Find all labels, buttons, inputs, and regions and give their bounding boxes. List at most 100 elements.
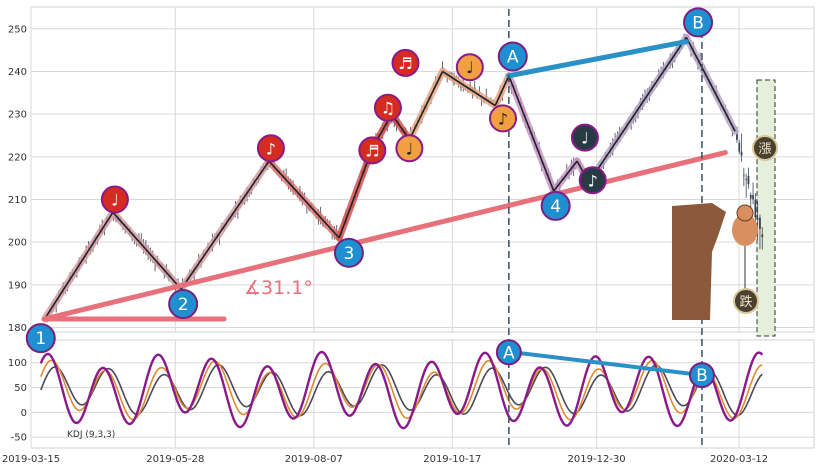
x-tick-label: 2019-10-17 [423, 454, 481, 465]
zigzag-segment [508, 75, 555, 192]
zigzag-segment [180, 160, 270, 290]
axis-ticks: 180 190 200 210 220 230 240 250 -50 0 50 100 2019-03… [2, 24, 768, 465]
numbered-marker [683, 7, 714, 38]
numbered-marker [688, 362, 715, 389]
kdj-series-line [40, 359, 763, 421]
numbered-marker [495, 339, 522, 366]
note-marker [395, 134, 424, 163]
numbered-marker-label: B [696, 366, 708, 386]
candle-body [742, 175, 745, 177]
zigzag-segment [494, 75, 510, 106]
x-tick-label: 2019-08-07 [285, 454, 343, 465]
candle-body [756, 218, 759, 220]
seal-medallion [733, 288, 759, 314]
zigzag-segment [685, 36, 736, 132]
note-marker [570, 123, 599, 152]
numbered-marker [540, 190, 571, 221]
candle-body [736, 133, 738, 140]
x-tick-label: 2019-12-30 [568, 454, 626, 465]
numbered-marker [168, 289, 199, 320]
zigzag-segment [268, 160, 340, 239]
shaded-band [756, 79, 776, 337]
seal-glyph: 跌 [739, 294, 752, 310]
candle-body [761, 234, 764, 238]
kdj-tick-label: 100 [8, 358, 27, 369]
note-marker [455, 53, 484, 82]
note-marker [358, 136, 387, 165]
candle-body [740, 151, 743, 156]
price-tick-label: 180 [8, 323, 27, 334]
price-tick-label: 240 [8, 67, 27, 78]
candle-body [749, 194, 752, 199]
zigzag-segment [408, 71, 444, 141]
x-tick-label: 2020-03-12 [710, 454, 768, 465]
note-marker [373, 93, 402, 122]
note-marker-glyph: ♫ [381, 99, 395, 118]
kdj-tick-label: 0 [21, 408, 27, 419]
seal-medallion [752, 135, 778, 161]
price-tick-label: 190 [8, 280, 27, 291]
angle-label: ∡31.1° [244, 277, 313, 299]
candle-body [754, 200, 757, 218]
candle-body [759, 217, 761, 229]
candle-body [738, 142, 741, 152]
note-marker [578, 166, 607, 195]
dog-head [736, 204, 754, 222]
candle-body [745, 178, 748, 180]
numbered-marker-label: A [507, 48, 519, 68]
trend-line [42, 150, 728, 322]
price-tick-label: 230 [8, 110, 27, 121]
cliff-shape [672, 203, 726, 320]
note-marker-glyph: ♪ [588, 171, 598, 190]
numbered-marker-label: 3 [344, 244, 355, 264]
seal-glyph: 漲 [758, 142, 771, 157]
candle-body [752, 195, 754, 200]
kdj-series-line [39, 350, 764, 430]
x-tick-label: 2019-03-15 [2, 454, 60, 465]
price-tick-label: 210 [8, 195, 27, 206]
decoration-layer: 漲跌 [672, 135, 778, 320]
x-tick-label: 2019-05-28 [146, 454, 204, 465]
numbered-marker [497, 41, 528, 72]
kdj-legend-label: KDJ (9,3,3) [67, 430, 115, 440]
note-marker-glyph: ♪ [498, 109, 508, 128]
price-tick-label: 220 [8, 152, 27, 163]
note-marker [256, 134, 285, 163]
numbered-marker-label: B [692, 13, 704, 33]
note-marker-glyph: ♩ [581, 129, 589, 148]
note-marker-glyph: ♬ [398, 54, 412, 73]
note-marker-glyph: ♬ [365, 141, 379, 160]
candle-body [747, 176, 750, 185]
numbered-marker [333, 237, 364, 268]
kdj-series-layer [39, 350, 764, 430]
ab-line-price [506, 39, 689, 79]
kdj-tick-label: 50 [14, 383, 27, 394]
zigzag-segment [588, 36, 688, 183]
note-marker-glyph: ♪ [266, 139, 276, 158]
note-marker [489, 104, 517, 133]
numbered-marker-label: A [503, 343, 515, 363]
note-marker [391, 48, 420, 77]
numbered-marker-label: 2 [178, 295, 189, 315]
note-marker-glyph: ♩ [406, 139, 414, 158]
band-layer [756, 79, 776, 337]
numbered-marker-label: 1 [35, 329, 46, 349]
note-marker [100, 185, 129, 214]
zigzag-segment [442, 70, 496, 107]
numbered-marker [25, 323, 56, 354]
marker-layer: 1 2 3 4 A B A B ♩ ♪ ♬ ♫ ♬ ♩ ♩ ♪ ♩ ♪ [25, 7, 715, 389]
note-marker-glyph: ♩ [111, 190, 119, 209]
zigzag-segment [553, 160, 578, 192]
overlay-lines [41, 9, 739, 448]
price-tick-label: 250 [8, 24, 27, 35]
price-tick-label: 200 [8, 238, 27, 249]
numbered-marker-label: 4 [550, 197, 561, 217]
dog-body [732, 214, 758, 246]
note-marker-glyph: ♩ [466, 58, 474, 77]
kdj-tick-label: -50 [11, 433, 27, 444]
ab-line-kdj [510, 350, 704, 378]
zigzag-segment [43, 211, 114, 320]
zigzag-segment [112, 211, 182, 290]
